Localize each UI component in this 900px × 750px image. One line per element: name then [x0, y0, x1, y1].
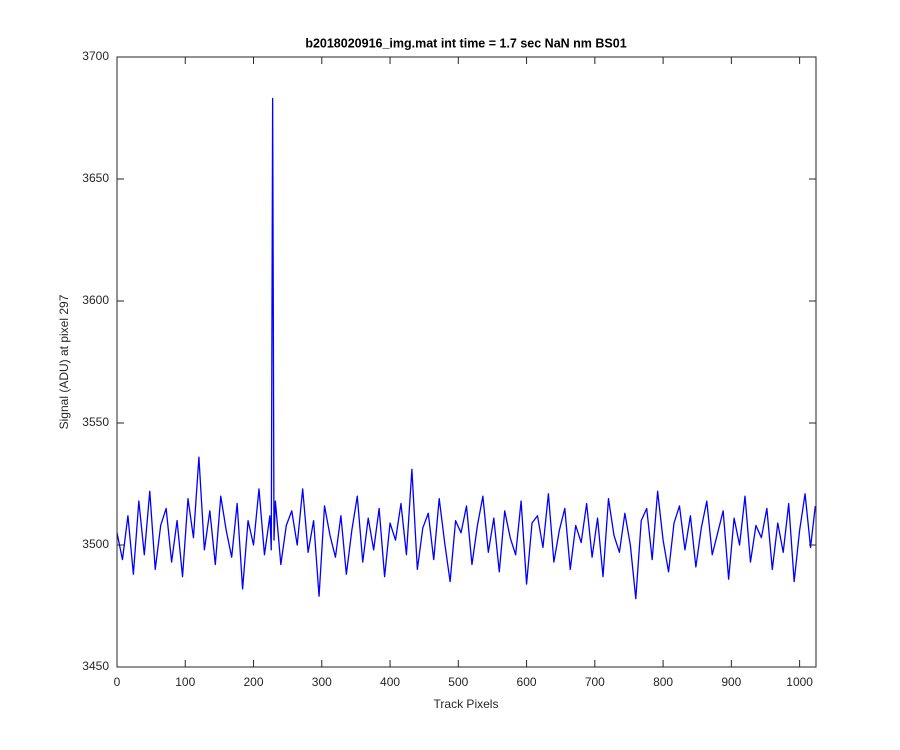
- x-tick-label: 0: [114, 675, 121, 689]
- x-tick-label: 400: [380, 675, 400, 689]
- y-tick-label: 3500: [82, 537, 109, 551]
- y-tick-label: 3650: [82, 171, 109, 185]
- y-axis-label: Signal (ADU) at pixel 297: [57, 294, 71, 429]
- data-line: [116, 97, 816, 600]
- plot-area: [116, 97, 816, 600]
- x-tick-label: 300: [312, 675, 332, 689]
- x-tick-label: 600: [517, 675, 537, 689]
- x-tick-label: 700: [585, 675, 605, 689]
- axes-box: [116, 56, 817, 668]
- chart-title: b2018020916_img.mat int time = 1.7 sec N…: [305, 36, 626, 50]
- x-tick-label: 800: [653, 675, 673, 689]
- y-tick-label: 3700: [82, 49, 109, 63]
- x-tick-label: 1000: [786, 675, 813, 689]
- y-tick-label: 3600: [82, 293, 109, 307]
- y-tick-label: 3550: [82, 415, 109, 429]
- x-tick-label: 900: [721, 675, 741, 689]
- y-tick-label: 3450: [82, 659, 109, 673]
- x-tick-label: 500: [448, 675, 468, 689]
- x-axis-label: Track Pixels: [434, 697, 499, 711]
- x-tick-label: 200: [244, 675, 264, 689]
- x-tick-label: 100: [175, 675, 195, 689]
